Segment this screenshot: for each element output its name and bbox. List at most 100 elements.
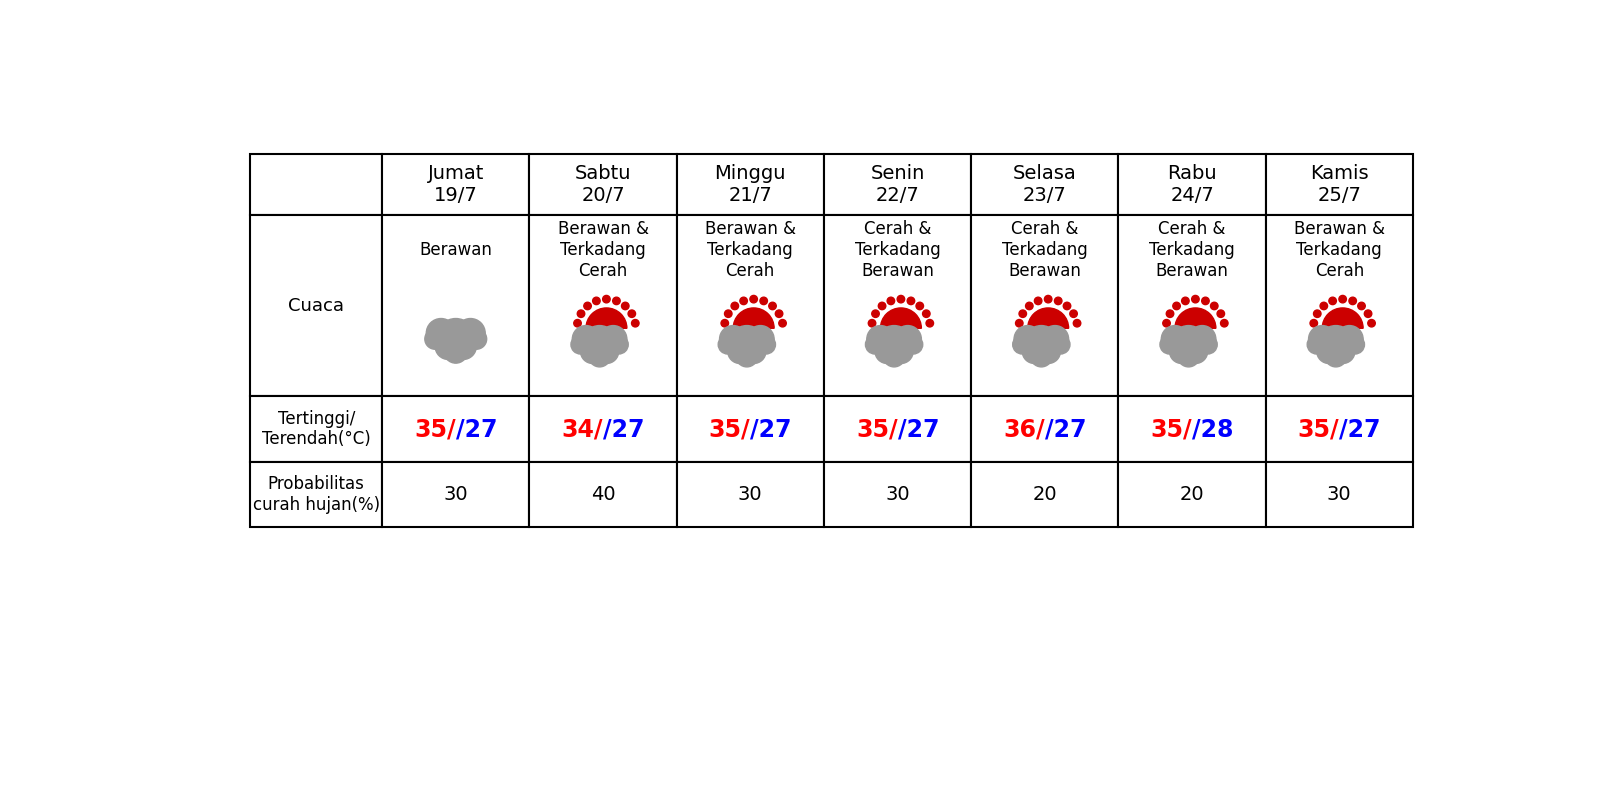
Text: 35/: 35/ <box>709 417 750 441</box>
Bar <box>1118 396 1266 462</box>
Text: /27: /27 <box>1339 417 1381 441</box>
Bar <box>971 396 1118 462</box>
Bar <box>1266 154 1413 215</box>
Circle shape <box>736 346 758 367</box>
Circle shape <box>1192 295 1198 303</box>
Circle shape <box>581 339 605 363</box>
Circle shape <box>1314 310 1322 318</box>
Circle shape <box>1171 326 1206 361</box>
Bar <box>382 154 530 215</box>
Bar <box>677 396 824 462</box>
Circle shape <box>757 335 776 354</box>
Circle shape <box>1317 339 1341 363</box>
Wedge shape <box>1174 308 1216 328</box>
Circle shape <box>1339 295 1347 303</box>
Bar <box>530 462 677 527</box>
Wedge shape <box>1322 308 1363 328</box>
Bar <box>677 215 824 396</box>
Text: Cerah &
Terkadang
Berawan: Cerah & Terkadang Berawan <box>1149 220 1235 280</box>
Circle shape <box>574 319 581 327</box>
Bar <box>1266 215 1413 396</box>
Circle shape <box>1307 335 1326 354</box>
Circle shape <box>904 335 923 354</box>
Circle shape <box>437 318 475 357</box>
Circle shape <box>1178 346 1200 367</box>
Circle shape <box>760 297 768 305</box>
Text: Berawan &
Terkadang
Cerah: Berawan & Terkadang Cerah <box>557 220 648 280</box>
Text: 30: 30 <box>1326 485 1352 504</box>
Circle shape <box>1162 326 1189 353</box>
Text: 35/: 35/ <box>1298 417 1339 441</box>
Circle shape <box>1034 297 1042 305</box>
Circle shape <box>1309 326 1336 353</box>
Text: Sabtu
20/7: Sabtu 20/7 <box>574 164 632 205</box>
Bar <box>677 462 824 527</box>
Bar <box>250 215 382 396</box>
Circle shape <box>1318 326 1354 361</box>
Circle shape <box>1320 302 1328 310</box>
Circle shape <box>1182 339 1208 363</box>
Circle shape <box>747 326 774 353</box>
Wedge shape <box>586 308 627 328</box>
Bar <box>677 154 824 215</box>
Text: Rabu
24/7: Rabu 24/7 <box>1166 164 1218 205</box>
Bar <box>824 215 971 396</box>
Bar <box>1118 462 1266 527</box>
Bar <box>971 215 1118 396</box>
Circle shape <box>894 326 922 353</box>
Circle shape <box>750 295 757 303</box>
Circle shape <box>1330 339 1355 363</box>
Wedge shape <box>733 308 774 328</box>
Circle shape <box>1051 335 1070 354</box>
Circle shape <box>883 346 906 367</box>
Circle shape <box>573 326 600 353</box>
Circle shape <box>722 319 728 327</box>
Text: /27: /27 <box>750 417 792 441</box>
Circle shape <box>1211 302 1218 310</box>
Circle shape <box>1016 319 1022 327</box>
Circle shape <box>1013 335 1032 354</box>
Circle shape <box>594 339 619 363</box>
Circle shape <box>1368 319 1376 327</box>
Circle shape <box>1045 295 1051 303</box>
Text: /27: /27 <box>456 417 498 441</box>
Circle shape <box>1336 326 1363 353</box>
Text: 30: 30 <box>443 485 469 504</box>
Bar <box>1266 462 1413 527</box>
Text: 35/: 35/ <box>1150 417 1192 441</box>
Circle shape <box>613 297 621 305</box>
Text: /28: /28 <box>1192 417 1234 441</box>
Circle shape <box>926 319 933 327</box>
Text: 36/: 36/ <box>1003 417 1045 441</box>
Circle shape <box>1182 297 1189 305</box>
Circle shape <box>1026 302 1034 310</box>
Circle shape <box>731 302 739 310</box>
Circle shape <box>917 302 923 310</box>
Circle shape <box>739 297 747 305</box>
Bar <box>382 396 530 462</box>
Text: Jumat
19/7: Jumat 19/7 <box>427 164 483 205</box>
Circle shape <box>1325 346 1347 367</box>
Text: Senin
22/7: Senin 22/7 <box>870 164 925 205</box>
Circle shape <box>768 302 776 310</box>
Circle shape <box>720 326 747 353</box>
Circle shape <box>584 302 592 310</box>
Circle shape <box>869 319 875 327</box>
Text: Cuaca: Cuaca <box>288 297 344 315</box>
Circle shape <box>872 310 880 318</box>
Circle shape <box>866 335 885 354</box>
Circle shape <box>1074 319 1080 327</box>
Circle shape <box>450 333 477 359</box>
Text: /27: /27 <box>898 417 939 441</box>
Text: Cerah &
Terkadang
Berawan: Cerah & Terkadang Berawan <box>1002 220 1088 280</box>
Circle shape <box>603 295 610 303</box>
Circle shape <box>1014 326 1042 353</box>
Circle shape <box>589 346 611 367</box>
Circle shape <box>730 326 765 361</box>
Circle shape <box>1346 335 1365 354</box>
Text: Berawan: Berawan <box>419 241 493 259</box>
Circle shape <box>1202 297 1210 305</box>
Circle shape <box>1218 310 1224 318</box>
Bar <box>250 154 382 215</box>
Circle shape <box>886 297 894 305</box>
